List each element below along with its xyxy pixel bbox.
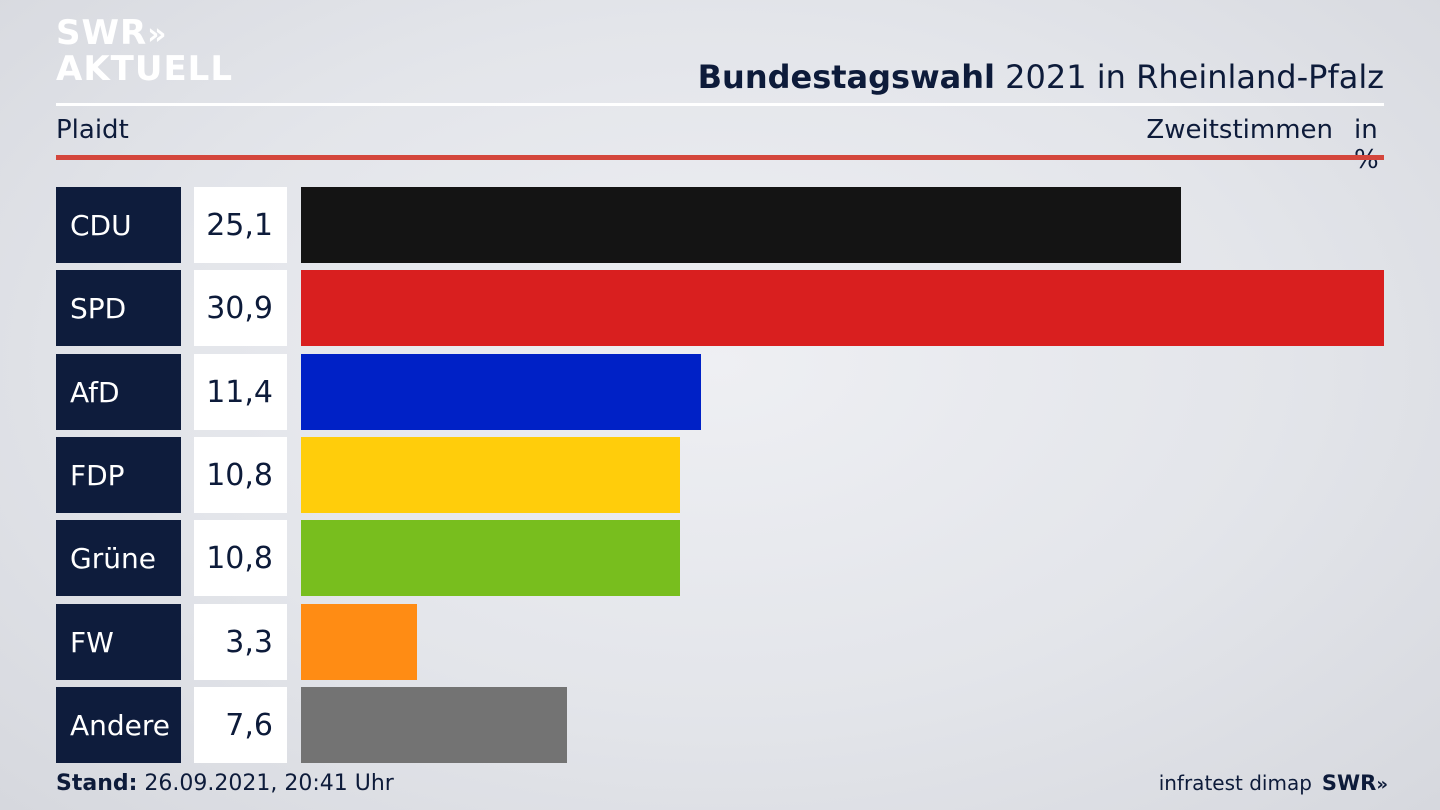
source-label: infratest dimap <box>1158 771 1312 795</box>
party-label: FW <box>56 604 181 680</box>
value-label: 3,3 <box>194 604 287 680</box>
bar-row: AfD 11,4 <box>56 354 1384 430</box>
party-label: AfD <box>56 354 181 430</box>
bar <box>301 520 680 596</box>
logo-chevron-icon: » <box>147 17 167 52</box>
bar <box>301 604 417 680</box>
swr-footer-text: SWR <box>1321 771 1377 795</box>
party-label: Andere <box>56 687 181 763</box>
bar-row: FW 3,3 <box>56 604 1384 680</box>
bar-row: CDU 25,1 <box>56 187 1384 263</box>
swr-footer-logo: SWR» <box>1321 771 1388 795</box>
bar <box>301 354 701 430</box>
value-label: 10,8 <box>194 520 287 596</box>
party-label: Grüne <box>56 520 181 596</box>
page-title: Bundestagswahl 2021 in Rheinland-Pfalz <box>698 58 1384 96</box>
bar <box>301 437 680 513</box>
swr-footer-chevron-icon: » <box>1376 774 1387 795</box>
municipality-label: Plaidt <box>56 115 129 145</box>
timestamp-label: Stand: <box>56 771 138 796</box>
accent-divider <box>56 155 1384 160</box>
swr-aktuell-logo: SWR» AKTUELL <box>56 16 233 86</box>
unit-label: in % <box>1354 115 1379 175</box>
bar <box>301 270 1384 346</box>
header-divider <box>56 103 1384 106</box>
logo-swr-text: SWR <box>56 13 148 53</box>
value-label: 30,9 <box>194 270 287 346</box>
value-label: 25,1 <box>194 187 287 263</box>
party-label: CDU <box>56 187 181 263</box>
logo-aktuell-text: AKTUELL <box>56 49 234 89</box>
party-label: SPD <box>56 270 181 346</box>
bar <box>301 187 1181 263</box>
value-label: 10,8 <box>194 437 287 513</box>
bar-row: SPD 30,9 <box>56 270 1384 346</box>
source-credit: infratest dimap SWR» <box>1158 771 1388 795</box>
bar-row: Andere 7,6 <box>56 687 1384 763</box>
bar-row: FDP 10,8 <box>56 437 1384 513</box>
title-rest: 2021 in Rheinland-Pfalz <box>1005 58 1384 96</box>
timestamp-value: 26.09.2021, 20:41 Uhr <box>144 771 394 796</box>
value-label: 7,6 <box>194 687 287 763</box>
party-label: FDP <box>56 437 181 513</box>
timestamp: Stand: 26.09.2021, 20:41 Uhr <box>56 771 394 796</box>
value-label: 11,4 <box>194 354 287 430</box>
metric-label: Zweitstimmen <box>1146 115 1333 145</box>
bar-row: Grüne 10,8 <box>56 520 1384 596</box>
title-bold: Bundestagswahl <box>697 58 995 96</box>
bar <box>301 687 567 763</box>
